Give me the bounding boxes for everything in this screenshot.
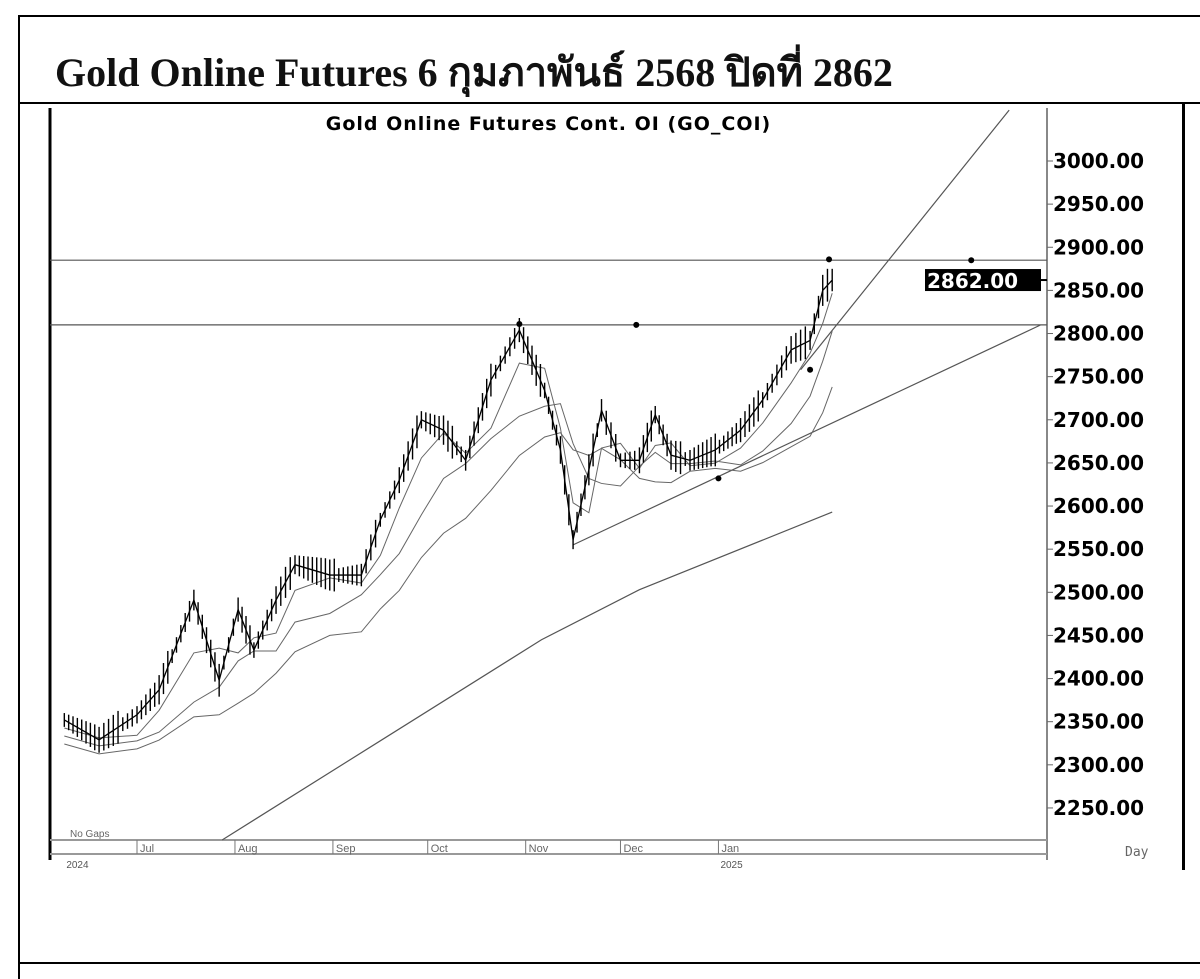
marker-point (968, 257, 975, 264)
y-tick-label: 2550.00 (1053, 537, 1144, 561)
document-frame (18, 15, 1200, 979)
last-price-label: 2862.00 (927, 269, 1018, 293)
y-tick-label: 2450.00 (1053, 623, 1144, 647)
trendline (800, 109, 1010, 371)
y-tick-label: 2700.00 (1053, 408, 1144, 432)
y-tick-label: 2850.00 (1053, 278, 1144, 302)
x-tick-label: Oct (431, 843, 448, 855)
y-tick-label: 2900.00 (1053, 235, 1144, 259)
chart-title: Gold Online Futures Cont. OI (GO_COI) (326, 113, 772, 135)
price-line (63, 279, 833, 741)
marker-point (633, 321, 640, 328)
divider (1182, 103, 1185, 870)
no-gaps-note: No Gaps (70, 829, 109, 840)
moving-average-line (64, 386, 833, 755)
divider (18, 102, 1200, 104)
y-tick-label: 3000.00 (1053, 149, 1144, 173)
price-chart: Gold Online Futures Cont. OI (GO_COI) 300… (48, 108, 1149, 870)
y-tick-label: 2250.00 (1053, 796, 1144, 820)
period-label: Day (1125, 845, 1149, 860)
year-label: 2025 (720, 860, 743, 870)
x-tick-label: Nov (529, 843, 549, 855)
moving-average-line (64, 293, 833, 739)
moving-average-line (64, 331, 833, 747)
divider (18, 962, 1200, 964)
y-tick-label: 2300.00 (1053, 753, 1144, 777)
x-tick-label: Jan (721, 843, 739, 855)
y-tick-label: 2950.00 (1053, 192, 1144, 216)
marker-point (516, 321, 523, 328)
long-moving-average (222, 511, 833, 841)
last-price-badge (925, 269, 1041, 292)
page-title: Gold Online Futures 6 กุมภาพันธ์ 2568 ปิ… (55, 50, 893, 95)
marker-point (826, 256, 833, 263)
y-tick-label: 2400.00 (1053, 667, 1144, 691)
y-tick-label: 2500.00 (1053, 580, 1144, 604)
marker-point (807, 366, 814, 373)
trendline (572, 324, 1042, 546)
y-tick-label: 2650.00 (1053, 451, 1144, 475)
marker-point (715, 475, 722, 482)
x-tick-label: Aug (238, 843, 258, 855)
y-tick-label: 2350.00 (1053, 710, 1144, 734)
y-tick-label: 2600.00 (1053, 494, 1144, 518)
y-tick-label: 2750.00 (1053, 365, 1144, 389)
x-tick-label: Sep (336, 843, 356, 855)
x-tick-label: Jul (140, 843, 154, 855)
x-tick-label: Dec (623, 843, 643, 855)
y-tick-label: 2800.00 (1053, 322, 1144, 346)
year-label: 2024 (66, 860, 89, 870)
